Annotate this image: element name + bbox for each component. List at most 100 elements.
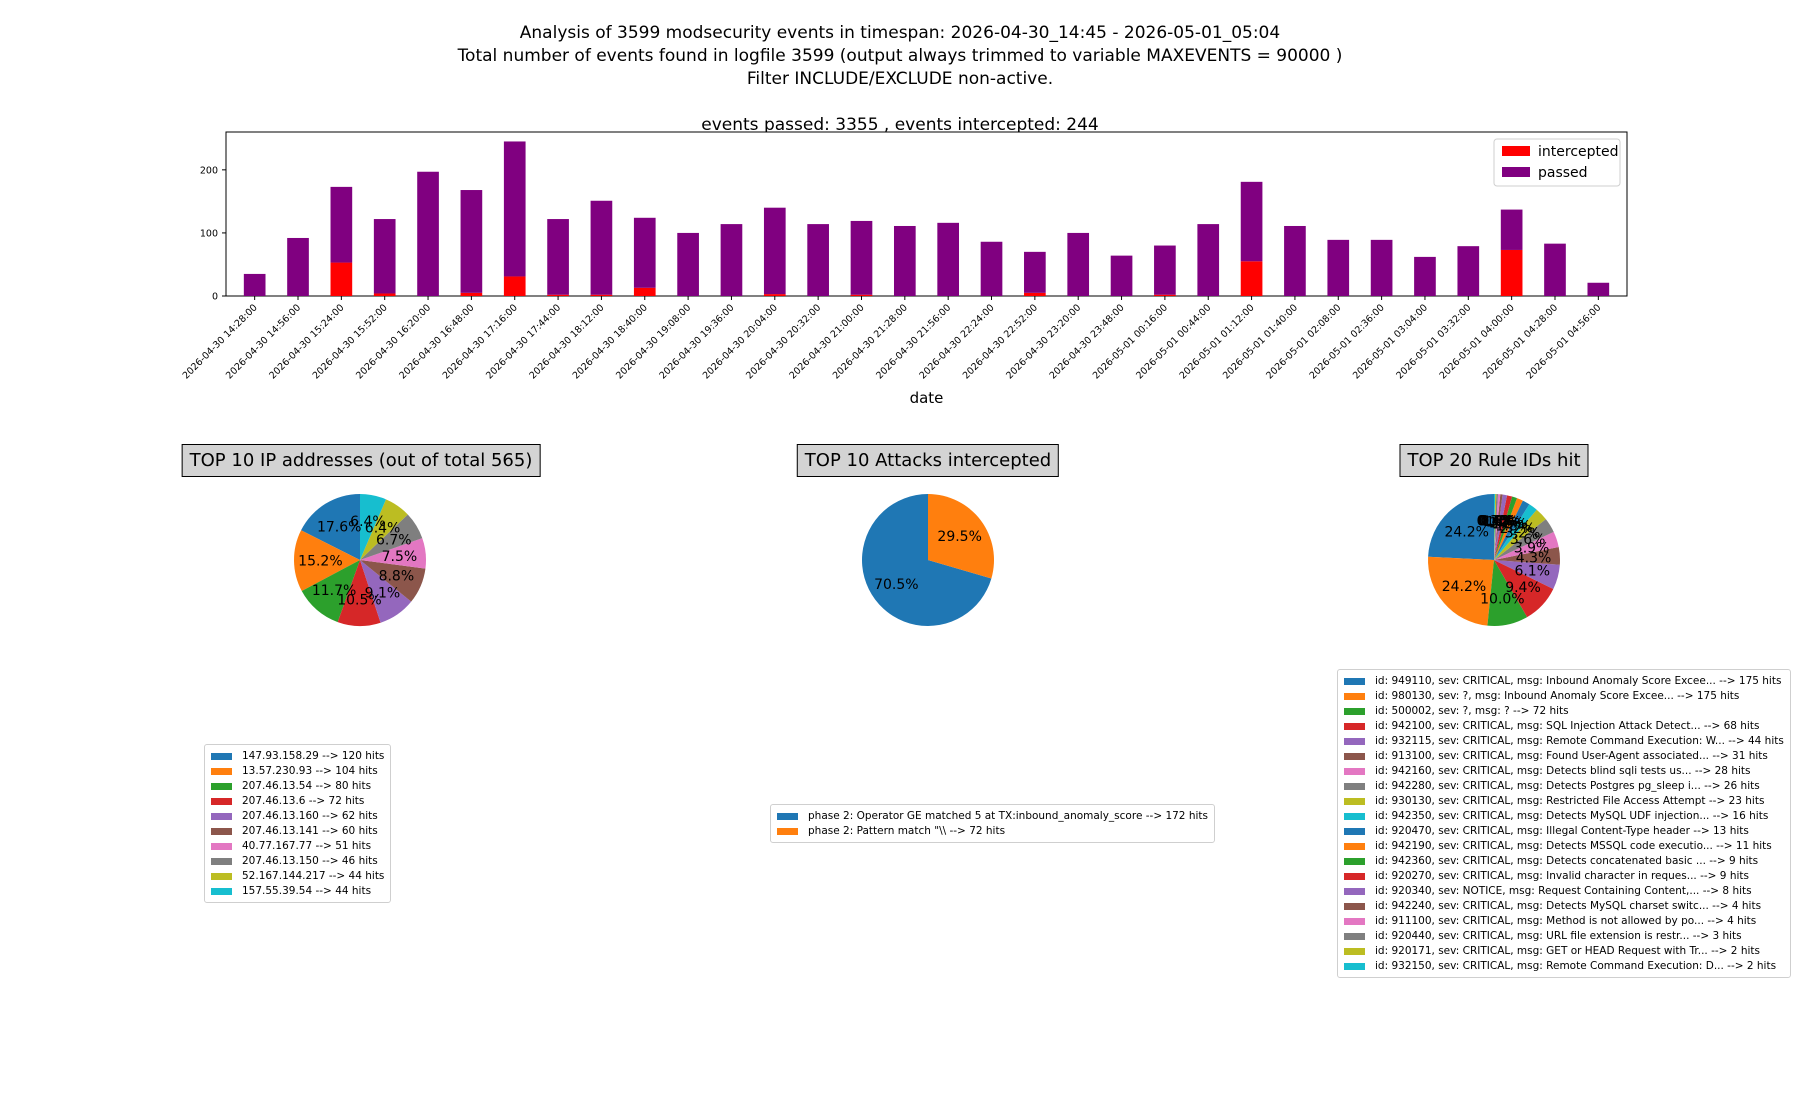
legend-label: 52.167.144.217 --> 44 hits [242,870,385,882]
pie-slice [1494,494,1497,560]
legend-item: 52.167.144.217 --> 44 hits [211,869,384,884]
legend-label: id: 930130, sev: CRITICAL, msg: Restrict… [1375,795,1765,807]
legend-label: id: 500002, sev: ?, msg: ? --> 72 hits [1375,705,1569,717]
legend-item: id: 930130, sev: CRITICAL, msg: Restrict… [1344,794,1784,809]
legend-item: phase 2: Pattern match "\\ --> 72 hits [777,824,1208,839]
x-tick-label: 2026-04-30 14:28:00 [181,302,260,381]
x-axis-label: date [910,389,944,407]
legend-swatch [1344,693,1365,700]
pie-slice [360,538,426,569]
legend-label: 207.46.13.6 --> 72 hits [242,795,365,807]
x-tick-label: 2026-04-30 22:52:00 [961,302,1040,381]
legend-rules: id: 949110, sev: CRITICAL, msg: Inbound … [1337,669,1791,978]
legend-swatch [1344,723,1365,730]
y-tick-label: 100 [200,228,218,239]
pie-slice [1494,519,1554,560]
pie-slice [1494,494,1501,560]
legend-swatch [1344,753,1365,760]
legend-item: id: 932150, sev: CRITICAL, msg: Remote C… [1344,959,1784,974]
x-tick-label: 2026-04-30 19:36:00 [657,302,736,381]
x-tick-label: 2026-04-30 19:08:00 [614,302,693,381]
bar-intercepted [633,287,656,296]
bar-passed [1067,232,1090,296]
legend-item: 207.46.13.6 --> 72 hits [211,794,384,809]
pie-slice [360,560,426,602]
bar-passed [503,141,526,277]
pie-pct-label: 0.3% [1477,513,1513,529]
pie-pct-label: 7.5% [382,549,418,565]
pie-slice [862,494,992,626]
legend-label: id: 942280, sev: CRITICAL, msg: Detects … [1375,780,1760,792]
pie-pct-label: 0.4% [1478,513,1514,529]
pie-slice [1494,494,1499,560]
legend-label: 40.77.167.77 --> 51 hits [242,840,372,852]
bar-passed [1500,209,1523,250]
legend-label: id: 942350, sev: CRITICAL, msg: Detects … [1375,810,1769,822]
bar-intercepted [850,294,873,296]
legend-label: id: 920470, sev: CRITICAL, msg: Illegal … [1375,825,1749,837]
bar-passed [720,224,743,296]
legend-swatch [1344,903,1365,910]
pie-slice [301,560,360,623]
pie-slice [301,494,360,560]
legend-label: id: 920340, sev: NOTICE, msg: Request Co… [1375,885,1752,897]
header-line-1: Analysis of 3599 modsecurity events in t… [519,23,1281,43]
pie-pct-label: 70.5% [874,577,918,593]
legend-item: 207.46.13.141 --> 60 hits [211,824,384,839]
pie-pct-label: 10.0% [1480,592,1524,608]
legend-item: id: 942360, sev: CRITICAL, msg: Detects … [1344,854,1784,869]
x-tick-label: 2026-04-30 21:00:00 [787,302,866,381]
pie-pct-label: 6.4% [365,520,401,536]
pie-pct-label: 6.4% [350,514,386,530]
pie-title-rules: TOP 20 Rule IDs hit [1399,444,1589,477]
legend-swatch [1344,888,1365,895]
pie-slice [1494,547,1560,565]
bar-passed [980,241,1003,296]
bar-passed [1284,225,1306,296]
bar-passed [1414,256,1436,296]
legend-item: id: 920340, sev: NOTICE, msg: Request Co… [1344,884,1784,899]
header-line-3: Filter INCLUDE/EXCLUDE non-active. [746,69,1054,89]
pie-pct-label: 3.9% [1514,541,1550,557]
x-tick-label: 2026-04-30 22:24:00 [918,302,997,381]
legend-item: id: 942160, sev: CRITICAL, msg: Detects … [1344,764,1784,779]
x-tick-label: 2026-05-01 04:00:00 [1438,302,1517,381]
legend-label: id: 942160, sev: CRITICAL, msg: Detects … [1375,765,1751,777]
bar-intercepted [590,294,613,296]
legend-item: id: 913100, sev: CRITICAL, msg: Found Us… [1344,749,1784,764]
legend-item: 207.46.13.54 --> 80 hits [211,779,384,794]
pie-pct-label: 29.5% [937,529,981,545]
header-line-2: Total number of events found in logfile … [457,46,1343,66]
legend-item: 157.55.39.54 --> 44 hits [211,884,384,899]
bar-passed [330,186,353,263]
bar-passed [590,200,613,295]
legend-swatch [1344,783,1365,790]
pie-slice [1494,498,1523,560]
legend-swatch [1344,918,1365,925]
header-line-4: events passed: 3355 , events intercepted… [701,115,1099,135]
legend-swatch [211,843,232,850]
pie-wedges [294,494,426,626]
x-tick-label: 2026-05-01 04:28:00 [1481,302,1560,381]
legend-label: 207.46.13.141 --> 60 hits [242,825,378,837]
pie-pct-label: 6.7% [376,532,412,548]
pie-pct-label: 0.6% [1479,514,1515,530]
legend-swatch [1344,678,1365,685]
pie-pct-label: 8.8% [379,569,415,585]
legend-swatch [211,888,232,895]
legend-label: id: 942240, sev: CRITICAL, msg: Detects … [1375,900,1762,912]
legend-label: id: 932115, sev: CRITICAL, msg: Remote C… [1375,735,1784,747]
x-tick-label: 2026-04-30 17:44:00 [484,302,563,381]
pie-pct-label: 24.2% [1442,579,1486,595]
bar-intercepted [503,276,526,296]
pie-title-ip: TOP 10 IP addresses (out of total 565) [181,444,541,477]
pie-slice [1494,509,1546,560]
x-tick-label: 2026-04-30 16:48:00 [397,302,476,381]
legend-ip: 147.93.158.29 --> 120 hits 13.57.230.93 -… [204,744,392,903]
legend-swatch [211,858,232,865]
legend-swatch [1344,948,1365,955]
pie-chart-rules: 24.2%24.2%10.0%9.4%6.1%4.3%3.9%3.6%3.2%2… [1428,494,1560,626]
legend-label: id: 920440, sev: CRITICAL, msg: URL file… [1375,930,1742,942]
x-tick-label: 2026-04-30 15:52:00 [311,302,390,381]
pie-pct-label: 10.5% [337,593,381,609]
